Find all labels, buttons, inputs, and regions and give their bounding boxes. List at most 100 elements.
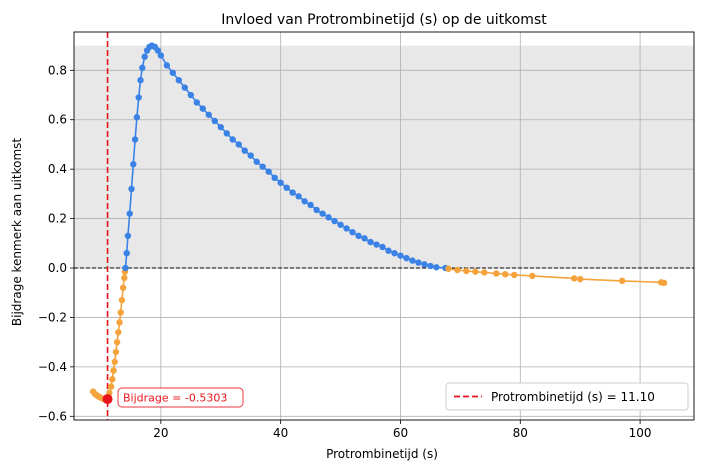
data-point bbox=[343, 225, 350, 232]
data-point bbox=[427, 262, 434, 270]
data-point bbox=[229, 136, 236, 143]
data-point bbox=[154, 47, 162, 54]
data-point bbox=[157, 52, 165, 59]
data-point bbox=[570, 275, 578, 282]
y-tick-label: 0.0 bbox=[48, 261, 67, 275]
data-point bbox=[193, 99, 201, 106]
data-point bbox=[576, 275, 584, 283]
data-point bbox=[397, 252, 404, 259]
value-annotation: Bijdrage = -0.5303 bbox=[117, 387, 244, 408]
data-point bbox=[107, 383, 115, 390]
data-point bbox=[472, 268, 479, 275]
x-tick-label: 80 bbox=[513, 426, 528, 440]
y-axis-label: Bijdrage kenmerk aan uitkomst bbox=[10, 138, 24, 326]
data-point bbox=[463, 267, 470, 275]
data-point bbox=[325, 214, 332, 221]
data-point bbox=[217, 123, 224, 131]
data-point bbox=[175, 76, 183, 84]
data-point bbox=[111, 358, 118, 366]
x-tick-label: 40 bbox=[273, 426, 288, 440]
data-point bbox=[373, 241, 380, 248]
chart-title: Invloed van Protrombinetijd (s) op de ui… bbox=[221, 12, 547, 28]
data-point bbox=[109, 376, 116, 383]
x-axis-label: Protrombinetijd (s) bbox=[326, 447, 438, 461]
axes-border bbox=[73, 31, 695, 421]
data-point bbox=[415, 259, 422, 266]
y-tick-label: 0.4 bbox=[48, 162, 67, 176]
data-point bbox=[181, 84, 189, 91]
data-point bbox=[112, 348, 120, 356]
data-point bbox=[660, 279, 668, 287]
y-tick-label: −0.2 bbox=[38, 310, 67, 324]
data-point bbox=[131, 136, 139, 143]
y-tick-label: 0.2 bbox=[48, 212, 67, 226]
data-point bbox=[122, 264, 129, 272]
data-point bbox=[116, 319, 123, 326]
data-point bbox=[128, 185, 135, 193]
data-point bbox=[247, 152, 254, 159]
data-point bbox=[199, 105, 206, 112]
data-point bbox=[445, 265, 452, 272]
data-point bbox=[113, 338, 121, 346]
data-point bbox=[301, 198, 308, 205]
y-tick-label: −0.4 bbox=[38, 360, 67, 374]
data-point bbox=[618, 277, 626, 285]
data-point bbox=[277, 179, 284, 186]
data-point bbox=[385, 247, 392, 254]
data-point bbox=[454, 266, 461, 274]
data-point bbox=[391, 249, 398, 257]
data-point bbox=[361, 235, 368, 242]
data-point bbox=[119, 284, 127, 291]
data-point bbox=[139, 64, 146, 72]
series-layer bbox=[89, 42, 668, 405]
data-point bbox=[133, 114, 141, 121]
data-point bbox=[295, 193, 302, 200]
highlight-point bbox=[102, 394, 113, 405]
data-point bbox=[289, 189, 296, 196]
shaded-band bbox=[74, 45, 694, 269]
y-tick-label: 0.6 bbox=[48, 113, 67, 127]
data-point bbox=[337, 221, 344, 228]
data-point bbox=[163, 62, 171, 69]
x-tick-label: 100 bbox=[629, 426, 652, 440]
reference-lines bbox=[74, 32, 694, 420]
data-point bbox=[135, 94, 142, 101]
data-point bbox=[307, 201, 314, 209]
data-point bbox=[130, 161, 137, 168]
data-point bbox=[169, 69, 177, 76]
shaded-band-rect bbox=[74, 45, 694, 269]
data-point bbox=[126, 210, 133, 217]
data-point bbox=[211, 117, 218, 125]
data-point bbox=[331, 217, 338, 225]
data-point bbox=[265, 168, 272, 175]
data-point bbox=[117, 309, 124, 316]
data-point bbox=[355, 232, 362, 240]
axes-frame bbox=[73, 31, 695, 421]
data-point bbox=[433, 264, 440, 271]
data-point bbox=[137, 76, 144, 84]
data-point bbox=[259, 163, 266, 170]
data-point bbox=[271, 174, 278, 182]
data-point bbox=[481, 269, 488, 276]
legend: Protrombinetijd (s) = 11.10 bbox=[445, 382, 689, 411]
ticks: 20 40 60 80 100 −0.6 −0.4 −0.2 0.0 0.2 0.4 0.6 0.8 bbox=[38, 63, 652, 440]
data-point bbox=[511, 271, 518, 279]
data-point bbox=[529, 272, 536, 280]
legend-label: Protrombinetijd (s) = 11.10 bbox=[491, 390, 655, 404]
data-point bbox=[319, 210, 326, 217]
legend-box bbox=[445, 382, 689, 411]
x-tick-label: 60 bbox=[393, 426, 408, 440]
data-point bbox=[409, 257, 416, 264]
data-point bbox=[379, 243, 386, 251]
data-point bbox=[123, 249, 130, 257]
data-point bbox=[421, 261, 428, 268]
data-point bbox=[121, 274, 128, 282]
data-point bbox=[235, 141, 242, 148]
data-point bbox=[403, 254, 410, 262]
data-point bbox=[367, 238, 374, 246]
y-tick-label: −0.6 bbox=[38, 409, 67, 423]
y-tick-label: 0.8 bbox=[48, 63, 67, 77]
data-point bbox=[110, 367, 117, 374]
data-point bbox=[205, 111, 212, 118]
